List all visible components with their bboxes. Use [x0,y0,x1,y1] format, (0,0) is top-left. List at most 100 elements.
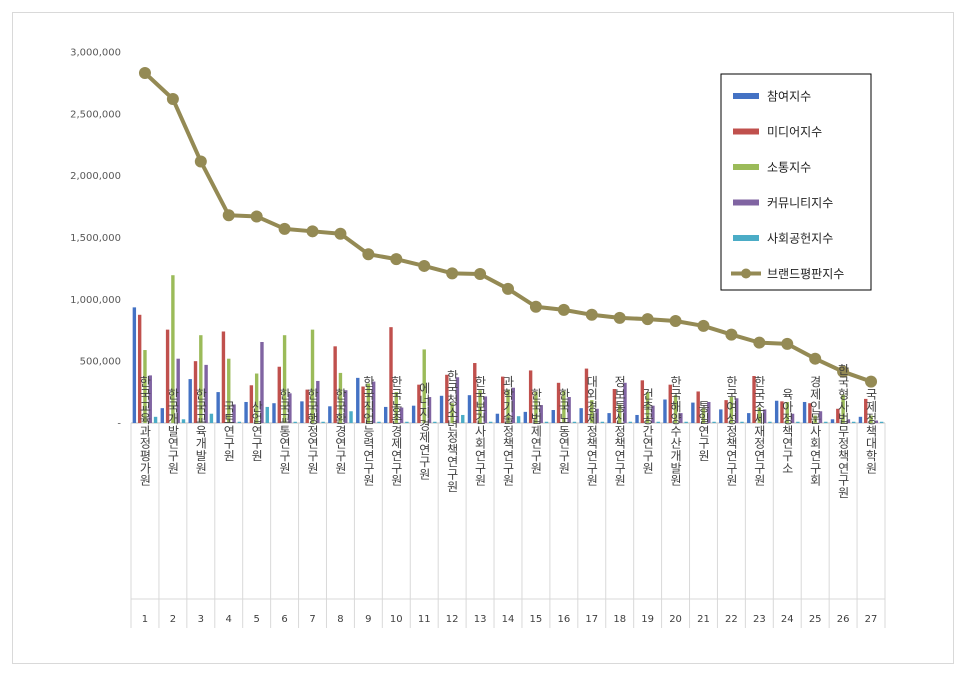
bar-참여지수-7 [300,401,304,423]
legend-marker-브랜드평판지수 [741,268,751,279]
category-label: 한국법제연구원 [529,388,543,475]
category-label: 한국형사법무정책연구원 [836,363,850,499]
rank-label: 19 [641,614,654,625]
legend-label: 브랜드평판지수 [767,267,844,281]
bar-커뮤니티지수-20 [679,413,683,423]
bar-소통지수-17 [590,400,594,423]
bar-미디어지수-25 [808,403,812,423]
legend-swatch-미디어지수 [733,128,759,135]
category-label: 한국조세재정연구원 [752,375,766,486]
bar-참여지수-19 [635,414,639,423]
chart-frame: - 500,000 1,000,000 1,500,000 2,000,000 2,500… [12,12,954,664]
bar-미디어지수-27 [864,398,868,423]
bar-사회공헌지수-26 [852,421,856,423]
bar-미디어지수-7 [305,389,309,423]
bar-커뮤니티지수-4 [232,404,236,423]
y-tick-label: 3,000,000 [70,48,121,59]
bar-참여지수-22 [719,409,723,423]
brand-reputation-point-17 [585,308,598,321]
category-label: 경제인문사회연구회 [808,375,822,486]
bar-미디어지수-19 [640,380,645,423]
bar-사회공헌지수-1 [153,416,158,423]
bar-미디어지수-13 [473,363,477,423]
bar-커뮤니티지수-6 [288,393,292,423]
bar-커뮤니티지수-27 [874,420,879,423]
brand-reputation-point-26 [837,365,850,378]
bar-미디어지수-26 [836,408,840,423]
brand-reputation-point-11 [418,259,431,272]
bar-커뮤니티지수-23 [762,409,767,423]
bar-참여지수-9 [356,377,360,423]
category-label: 대외경제정책연구원 [585,375,599,486]
bar-커뮤니티지수-18 [623,382,627,423]
brand-reputation-point-21 [697,319,710,332]
bar-소통지수-18 [618,404,622,423]
category-label: 한국교육개발원 [194,388,208,475]
bar-참여지수-26 [830,419,835,423]
category-label: 국토연구원 [222,400,236,462]
rank-label: 10 [390,614,403,625]
bar-참여지수-12 [439,395,444,423]
bar-커뮤니티지수-24 [790,413,795,423]
bar-소통지수-21 [701,408,706,423]
bar-사회공헌지수-14 [516,416,521,423]
bar-커뮤니티지수-25 [818,411,823,423]
bar-미디어지수-15 [528,370,533,423]
category-label: 한국교육과정평가원 [138,375,152,486]
category-label: 한국행정연구원 [306,388,320,475]
rank-label: 15 [530,614,543,625]
bar-소통지수-5 [254,373,259,423]
brand-reputation-point-7 [306,225,319,238]
bar-소통지수-11 [422,349,426,423]
bar-사회공헌지수-4 [237,421,242,423]
bar-미디어지수-12 [445,374,449,423]
bar-참여지수-4 [216,392,220,423]
brand-reputation-point-18 [613,311,626,324]
bar-커뮤니티지수-16 [567,397,571,423]
y-tick-label: 500,000 [80,357,121,368]
category-label: 한국농촌경제연구원 [389,375,403,486]
bar-커뮤니티지수-2 [176,358,180,423]
category-label: 정보통신정책연구원 [613,375,627,486]
bar-커뮤니티지수-15 [539,405,543,423]
bar-참여지수-3 [188,379,192,423]
bar-소통지수-6 [282,335,287,423]
bar-참여지수-20 [663,399,667,423]
bar-참여지수-10 [383,406,388,423]
bar-소통지수-16 [562,390,566,423]
rank-label: 9 [365,614,371,625]
y-tick-label: 2,000,000 [70,171,121,182]
bar-미디어지수-16 [556,382,561,423]
bar-커뮤니티지수-5 [260,341,264,423]
bar-커뮤니티지수-26 [846,419,851,423]
rank-label: 20 [669,614,682,625]
bar-미디어지수-21 [696,391,700,423]
rank-label: 14 [502,614,515,625]
bar-미디어지수-8 [333,346,337,423]
bar-사회공헌지수-15 [544,421,549,423]
bar-참여지수-17 [579,408,583,423]
rank-label: 3 [198,614,204,625]
rank-label: 17 [585,614,598,625]
bar-커뮤니티지수-9 [371,381,376,423]
category-label: 한국청소년정책연구원 [445,369,459,492]
category-label: 한국개발연구원 [166,388,180,475]
bar-커뮤니티지수-21 [707,401,711,423]
legend-label: 참여지수 [767,90,811,104]
bar-사회공헌지수-20 [684,421,688,423]
rank-label: 26 [837,614,850,625]
bar-미디어지수-14 [501,376,505,423]
bar-커뮤니티지수-22 [735,398,739,423]
bar-미디어지수-23 [752,376,756,423]
bar-사회공헌지수-24 [796,421,800,423]
bar-사회공헌지수-16 [572,421,577,423]
rank-label: 5 [253,614,259,625]
category-label: 과학기술정책연구원 [501,375,515,486]
bar-사회공헌지수-27 [879,421,884,423]
bar-사회공헌지수-18 [628,421,633,423]
bar-소통지수-2 [171,275,175,423]
rank-label: 22 [725,614,738,625]
bar-참여지수-18 [607,413,611,423]
bar-미디어지수-20 [668,384,672,423]
rank-label: 11 [418,614,431,625]
